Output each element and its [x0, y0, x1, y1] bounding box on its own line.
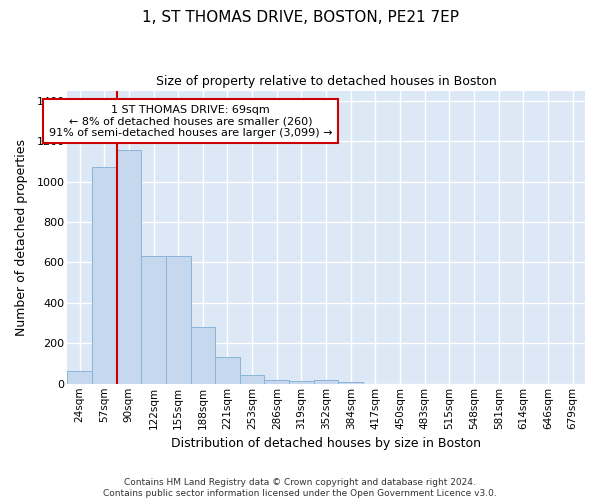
- Bar: [116, 150, 141, 384]
- Bar: [92, 168, 116, 384]
- X-axis label: Distribution of detached houses by size in Boston: Distribution of detached houses by size …: [171, 437, 481, 450]
- Bar: [314, 380, 338, 384]
- Bar: [67, 370, 92, 384]
- Bar: [338, 382, 363, 384]
- Y-axis label: Number of detached properties: Number of detached properties: [15, 138, 28, 336]
- Bar: [141, 256, 166, 384]
- Bar: [166, 256, 191, 384]
- Bar: [191, 327, 215, 384]
- Title: Size of property relative to detached houses in Boston: Size of property relative to detached ho…: [156, 75, 496, 88]
- Text: Contains HM Land Registry data © Crown copyright and database right 2024.
Contai: Contains HM Land Registry data © Crown c…: [103, 478, 497, 498]
- Bar: [265, 380, 289, 384]
- Bar: [240, 374, 265, 384]
- Text: 1 ST THOMAS DRIVE: 69sqm
← 8% of detached houses are smaller (260)
91% of semi-d: 1 ST THOMAS DRIVE: 69sqm ← 8% of detache…: [49, 104, 332, 138]
- Text: 1, ST THOMAS DRIVE, BOSTON, PE21 7EP: 1, ST THOMAS DRIVE, BOSTON, PE21 7EP: [142, 10, 458, 25]
- Bar: [289, 380, 314, 384]
- Bar: [215, 358, 240, 384]
